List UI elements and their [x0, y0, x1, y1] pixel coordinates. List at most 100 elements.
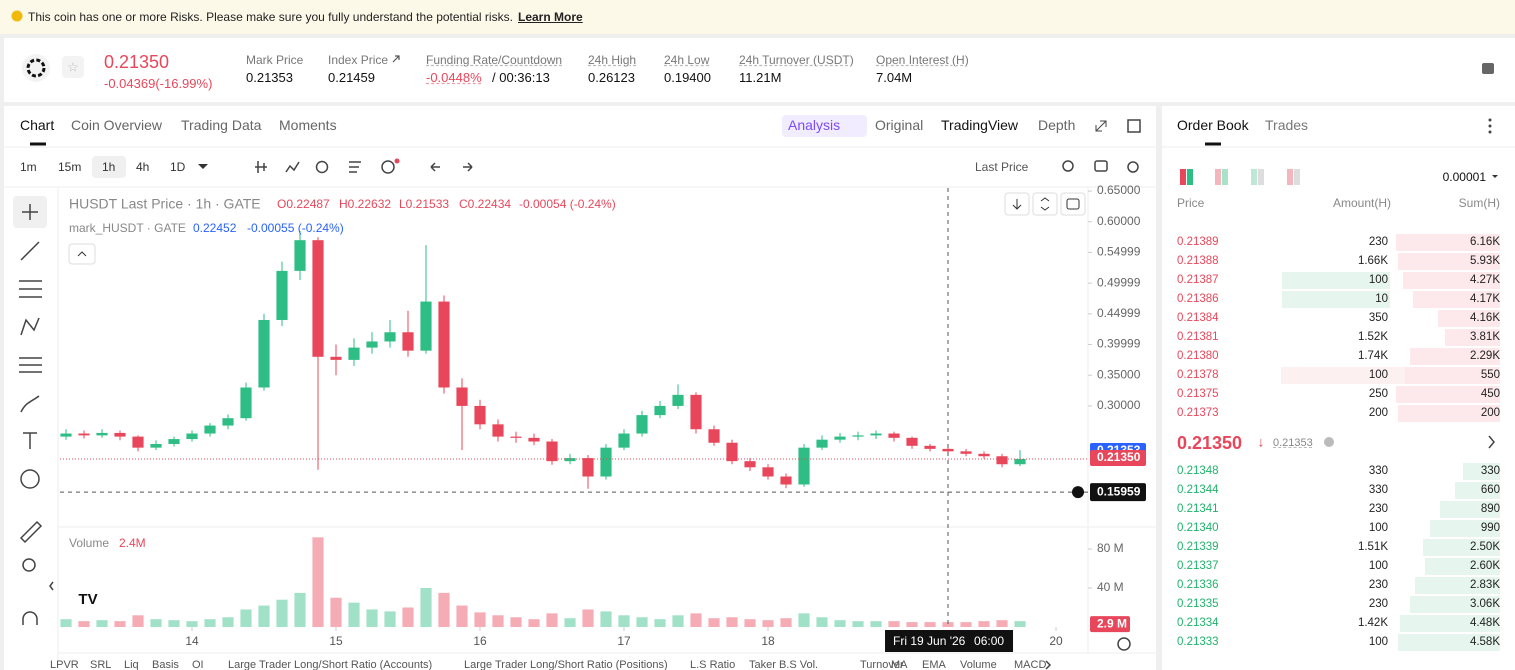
bid-depth — [1440, 501, 1500, 518]
emoji-tool[interactable] — [20, 469, 40, 489]
settings-icon[interactable] — [1117, 637, 1131, 651]
volume-tag-label: 2.9 M — [1097, 616, 1127, 630]
book-tab[interactable]: Order Book — [1177, 117, 1249, 133]
plus-icon[interactable] — [1324, 437, 1334, 447]
indicator-tab[interactable]: SRL — [90, 659, 112, 670]
indicator-tab[interactable]: MA — [891, 659, 908, 670]
view-icon — [1187, 169, 1193, 185]
volume-bar — [690, 613, 702, 627]
ask-amount: 1.52K — [1357, 331, 1388, 343]
control-button[interactable] — [1032, 192, 1058, 216]
dropdown-arrow[interactable] — [1492, 175, 1498, 178]
view-tab[interactable]: Analysis — [788, 117, 841, 133]
indicator-tab[interactable]: Liq — [124, 659, 139, 670]
indicator-tab[interactable]: Large Trader Long/Short Ratio (Accounts) — [228, 659, 433, 670]
candle-body — [690, 394, 702, 430]
warning-icon — [11, 10, 23, 22]
template-icon[interactable] — [349, 161, 361, 173]
ask-price: 0.21386 — [1177, 293, 1219, 305]
favorite-button[interactable] — [62, 56, 84, 78]
fullscreen-icon[interactable] — [1095, 120, 1107, 132]
channel-tool[interactable] — [19, 280, 42, 298]
ask-depth — [1403, 272, 1500, 289]
candle-body — [942, 448, 954, 452]
interval[interactable]: 1h — [102, 160, 116, 174]
window-icon[interactable] — [1127, 119, 1141, 133]
view-tab[interactable]: Original — [875, 117, 924, 133]
banner-link[interactable]: Learn More — [518, 10, 583, 24]
view-icon[interactable] — [1251, 169, 1257, 185]
indicator-tab[interactable]: Volume — [960, 659, 997, 670]
ask-price: 0.21384 — [1177, 312, 1219, 324]
replay-icon[interactable] — [315, 160, 329, 174]
candle-body — [816, 439, 828, 448]
view-icon[interactable] — [1215, 169, 1221, 185]
control-button[interactable] — [1060, 192, 1086, 216]
indicator-tab[interactable]: LPVR — [50, 659, 79, 670]
volume-bar — [474, 612, 486, 627]
stat-value: 7.04M — [876, 70, 913, 85]
dropdown-arrow[interactable] — [198, 164, 208, 169]
zoom-tool[interactable] — [22, 558, 36, 572]
bid-amount: 330 — [1368, 465, 1388, 477]
indicator-icon[interactable] — [285, 161, 300, 173]
precision[interactable]: 0.00001 — [1442, 170, 1486, 184]
book-tab[interactable]: Trades — [1265, 117, 1309, 133]
indicator-tab[interactable]: Large Trader Long/Short Ratio (Positions… — [464, 659, 668, 670]
indicator-tab[interactable]: EMA — [922, 659, 946, 670]
candle-body — [618, 433, 630, 448]
camera-icon[interactable] — [1094, 160, 1108, 172]
candle-body — [582, 458, 594, 477]
indicator-tab[interactable]: L.S Ratio — [690, 659, 736, 670]
indicator-tab[interactable]: Taker B.S Vol. — [749, 659, 819, 670]
crosshair-icon[interactable] — [22, 204, 38, 220]
stat-value: 11.21M — [739, 70, 782, 85]
candle-icon[interactable] — [255, 161, 267, 173]
collapse-arrow[interactable] — [49, 581, 54, 591]
candle-body — [978, 453, 990, 457]
indicator-tab[interactable]: Basis — [152, 659, 179, 670]
volume-bar — [906, 622, 918, 627]
analysis-pill[interactable] — [782, 115, 867, 137]
view-icon[interactable] — [1180, 169, 1186, 185]
view-icon[interactable] — [1287, 169, 1293, 185]
chart-tab[interactable]: Chart — [20, 117, 55, 133]
interval[interactable]: 15m — [58, 160, 82, 174]
scroll-arrow[interactable] — [1045, 660, 1052, 670]
bid-sum: 330 — [1480, 465, 1500, 477]
text-tool[interactable] — [23, 432, 37, 449]
y-tick-label: 0.39999 — [1097, 337, 1141, 351]
price-source[interactable]: Last Price — [975, 160, 1029, 174]
interval[interactable]: 1D — [170, 160, 186, 174]
chart-tab[interactable]: Trading Data — [181, 117, 262, 133]
indicator-tab[interactable]: OI — [192, 659, 204, 670]
chart-tab[interactable]: Moments — [279, 117, 337, 133]
indicator-tab[interactable]: MACD — [1014, 659, 1047, 670]
redo-icon[interactable] — [463, 162, 473, 172]
ask-sum: 3.81K — [1469, 331, 1500, 343]
ruler-tool[interactable] — [19, 520, 43, 544]
fib-tool[interactable] — [19, 357, 42, 373]
brush-tool[interactable] — [20, 395, 40, 413]
coin-logo — [22, 54, 50, 82]
collapse-legend[interactable] — [68, 243, 96, 265]
view-tab[interactable]: Depth — [1038, 117, 1076, 133]
undo-icon[interactable] — [430, 162, 440, 172]
add-icon[interactable] — [381, 160, 395, 174]
stat-label[interactable]: Funding Rate/Countdown — [426, 53, 563, 67]
chart-tab[interactable]: Coin Overview — [71, 117, 163, 133]
banner-text: This coin has one or more Risks. Please … — [28, 10, 513, 24]
line-tool[interactable] — [20, 241, 40, 261]
search-icon[interactable] — [1062, 160, 1074, 172]
chevron[interactable] — [1488, 435, 1495, 449]
view-tab[interactable]: TradingView — [941, 117, 1019, 133]
page-icon[interactable] — [1482, 63, 1494, 74]
settings-icon[interactable] — [1127, 161, 1139, 173]
pattern-tool[interactable] — [20, 317, 40, 336]
countdown: / 00:36:13 — [492, 70, 550, 85]
indicator-tab[interactable]: Turnover — [860, 659, 904, 670]
magnet-tool[interactable] — [22, 611, 38, 625]
candle-body — [438, 301, 450, 388]
interval[interactable]: 4h — [136, 160, 150, 174]
interval[interactable]: 1m — [20, 160, 37, 174]
